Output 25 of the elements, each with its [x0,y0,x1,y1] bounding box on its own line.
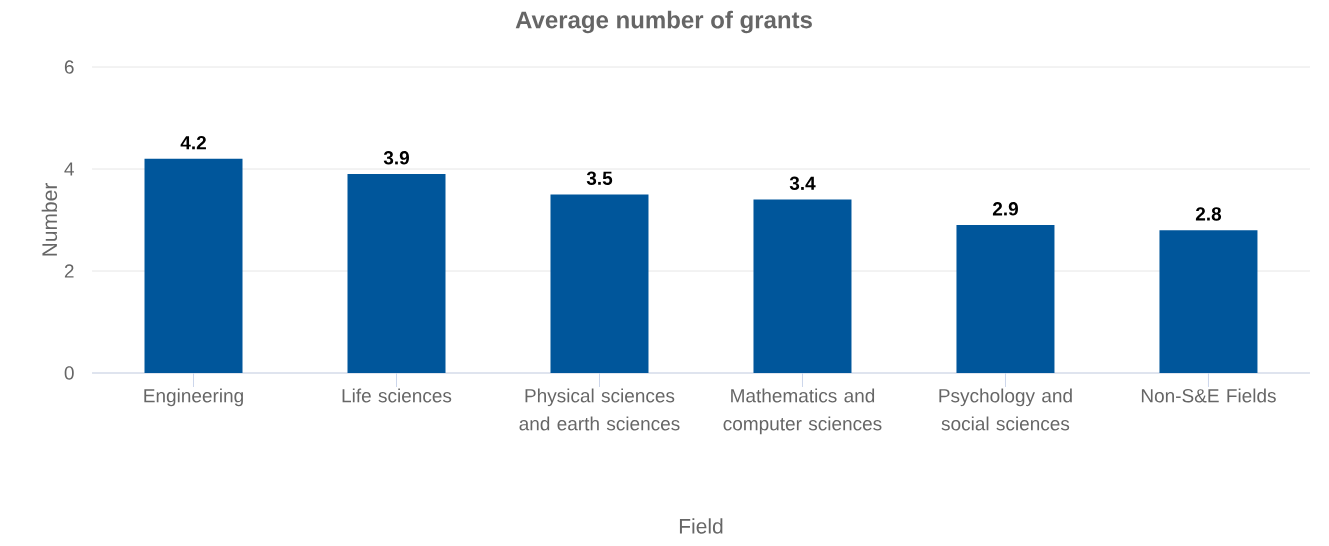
data-label: 3.4 [789,176,816,191]
x-tick-label: Engineering [144,388,243,407]
data-label: 3.5 [586,171,613,185]
x-tick-label: Non-S&E Fields [1141,388,1276,403]
y-tick-label: 0 [64,366,74,380]
y-axis-title: Number [41,183,58,256]
x-tick-label: Life sciences [342,388,452,403]
y-tick-label: 2 [64,264,74,278]
chart-title: Average number of grants [515,10,812,34]
y-tick-label: 6 [64,60,74,74]
data-label: 2.9 [992,202,1018,216]
data-label: 4.2 [180,136,206,150]
x-tick-label: Mathematics and computer sciences [723,388,882,435]
bar [550,194,649,373]
x-tick-label: Psychology and social sciences [939,388,1072,431]
data-label: 3.9 [383,151,409,165]
bar [1159,230,1258,373]
bar [753,199,852,373]
bar [144,158,243,373]
x-axis-title: Field [679,518,723,534]
bar [956,225,1055,373]
y-tick-label: 4 [64,162,74,176]
x-tick-label: Physical sciences and earth sciences [519,388,680,431]
bar [347,174,446,373]
data-label: 2.8 [1195,207,1222,221]
